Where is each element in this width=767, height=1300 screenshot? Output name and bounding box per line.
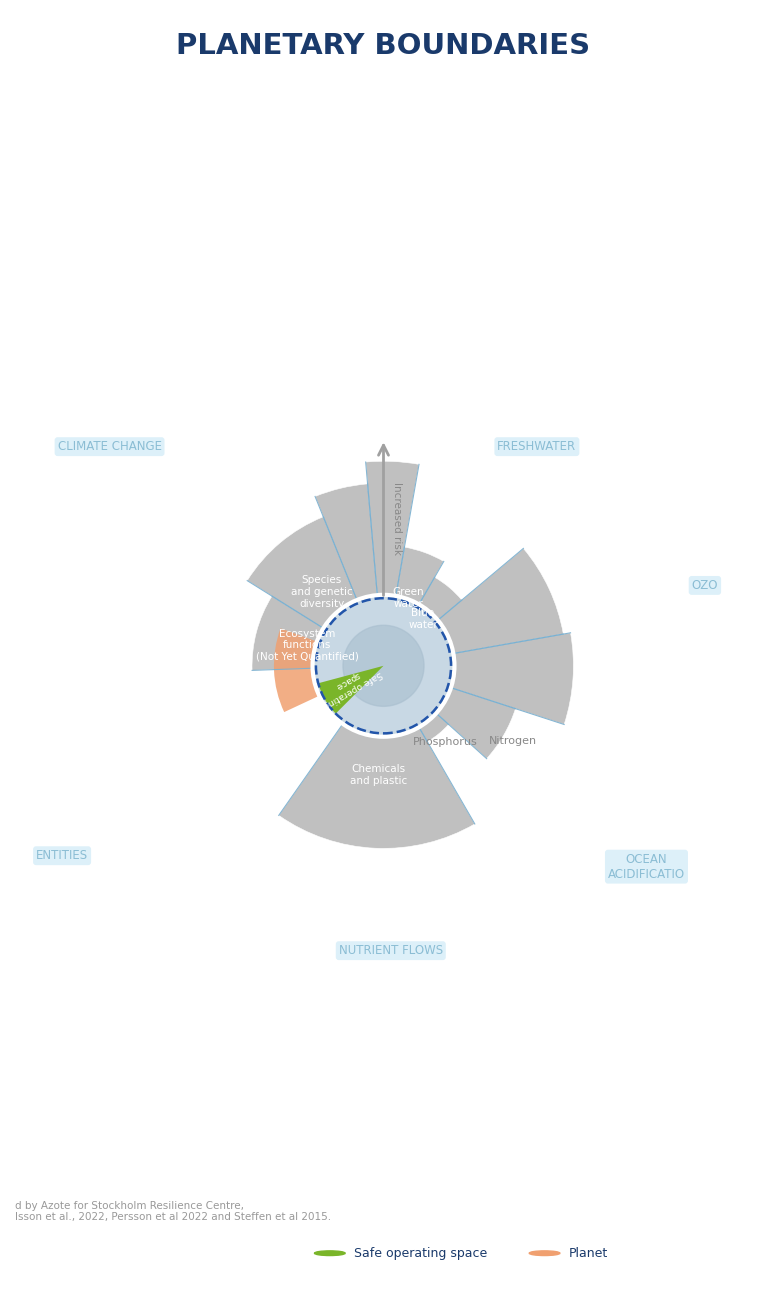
- Circle shape: [343, 625, 424, 706]
- Text: CLIMATE CHANGE: CLIMATE CHANGE: [58, 441, 162, 454]
- Wedge shape: [384, 549, 563, 666]
- Text: Safe operating
space: Safe operating space: [316, 660, 384, 711]
- Wedge shape: [384, 577, 462, 666]
- Wedge shape: [384, 666, 515, 759]
- Text: OCEAN
ACIDIFICATIO: OCEAN ACIDIFICATIO: [608, 853, 685, 880]
- Text: OZO: OZO: [692, 578, 718, 592]
- Text: Blue
water: Blue water: [408, 608, 438, 629]
- Circle shape: [313, 595, 454, 737]
- Text: PLANETARY BOUNDARIES: PLANETARY BOUNDARIES: [176, 32, 591, 61]
- Text: NUTRIENT FLOWS: NUTRIENT FLOWS: [339, 944, 443, 957]
- Wedge shape: [384, 633, 574, 724]
- Wedge shape: [252, 597, 384, 671]
- Text: Planet: Planet: [569, 1247, 608, 1260]
- Circle shape: [314, 1251, 345, 1256]
- Wedge shape: [274, 628, 322, 712]
- Text: d by Azote for Stockholm Resilience Centre,
lsson et al., 2022, Persson et al 20: d by Azote for Stockholm Resilience Cent…: [15, 1201, 331, 1222]
- Text: FRESHWATER: FRESHWATER: [497, 441, 577, 454]
- Wedge shape: [247, 517, 384, 666]
- Wedge shape: [384, 547, 444, 666]
- Text: ENTITIES: ENTITIES: [36, 849, 88, 862]
- Wedge shape: [318, 666, 384, 714]
- Text: Green
water: Green water: [393, 588, 424, 608]
- Text: Chemicals
and plastic: Chemicals and plastic: [350, 764, 407, 786]
- Text: Phosphorus: Phosphorus: [413, 737, 478, 747]
- Text: Species
and genetic
diversity: Species and genetic diversity: [291, 576, 352, 608]
- Text: Safe operating space: Safe operating space: [354, 1247, 488, 1260]
- Text: Increased risk: Increased risk: [393, 482, 403, 555]
- Wedge shape: [315, 484, 384, 666]
- Wedge shape: [384, 666, 449, 742]
- Wedge shape: [278, 666, 475, 849]
- Text: Nitrogen: Nitrogen: [489, 736, 537, 746]
- Circle shape: [529, 1251, 560, 1256]
- Text: Ecosystem
functions
(Not Yet Quantified): Ecosystem functions (Not Yet Quantified): [256, 629, 359, 662]
- Wedge shape: [366, 462, 419, 666]
